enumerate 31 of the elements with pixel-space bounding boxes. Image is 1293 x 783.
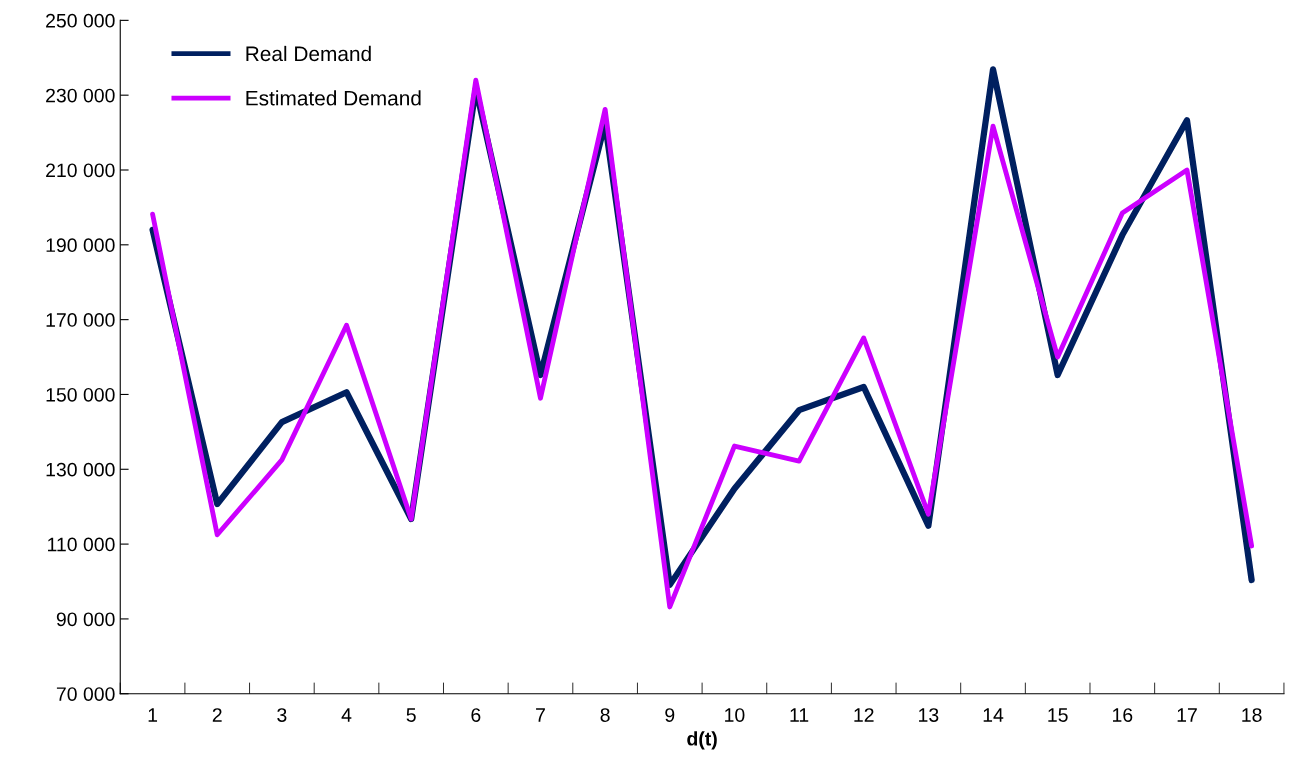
y-tick-label: 110 000 (48, 537, 115, 552)
y-tick-label: 130 000 (46, 462, 115, 477)
x-tick-label: 6 (471, 708, 481, 722)
x-tick-label: 16 (1112, 708, 1133, 722)
y-tick-label: 210 000 (46, 163, 115, 178)
y-tick-label: 190 000 (46, 238, 115, 253)
x-tick-label: 13 (919, 708, 939, 722)
x-tick-label: 17 (1177, 708, 1197, 722)
x-tick-label: 12 (854, 708, 874, 722)
x-tick-label: 15 (1048, 708, 1068, 722)
x-axis-title: d(t) (687, 731, 717, 750)
y-tick-label: 230 000 (46, 88, 115, 103)
x-tick-label: 14 (983, 708, 1004, 722)
y-tick-label: 250 000 (46, 13, 115, 28)
x-tick-label: 5 (406, 708, 416, 722)
y-tick-label: 150 000 (46, 387, 115, 402)
x-tick-label: 1 (148, 708, 158, 722)
y-tick-label: 90 000 (56, 612, 115, 627)
x-tick-label: 18 (1242, 708, 1262, 722)
y-tick-label: 70 000 (56, 687, 115, 701)
x-tick-label: 11 (790, 708, 809, 722)
x-tick-label: 4 (341, 708, 352, 722)
y-tick-label: 170 000 (46, 313, 115, 327)
x-tick-label: 8 (600, 708, 610, 722)
x-tick-label: 2 (212, 708, 222, 722)
x-tick-label: 10 (725, 708, 745, 722)
x-tick-label: 3 (277, 708, 287, 722)
legend-label: Real Demand (246, 45, 371, 62)
legend-label: Estimated Demand (246, 90, 421, 106)
x-tick-label: 7 (536, 708, 545, 722)
x-tick-label: 9 (665, 708, 675, 722)
